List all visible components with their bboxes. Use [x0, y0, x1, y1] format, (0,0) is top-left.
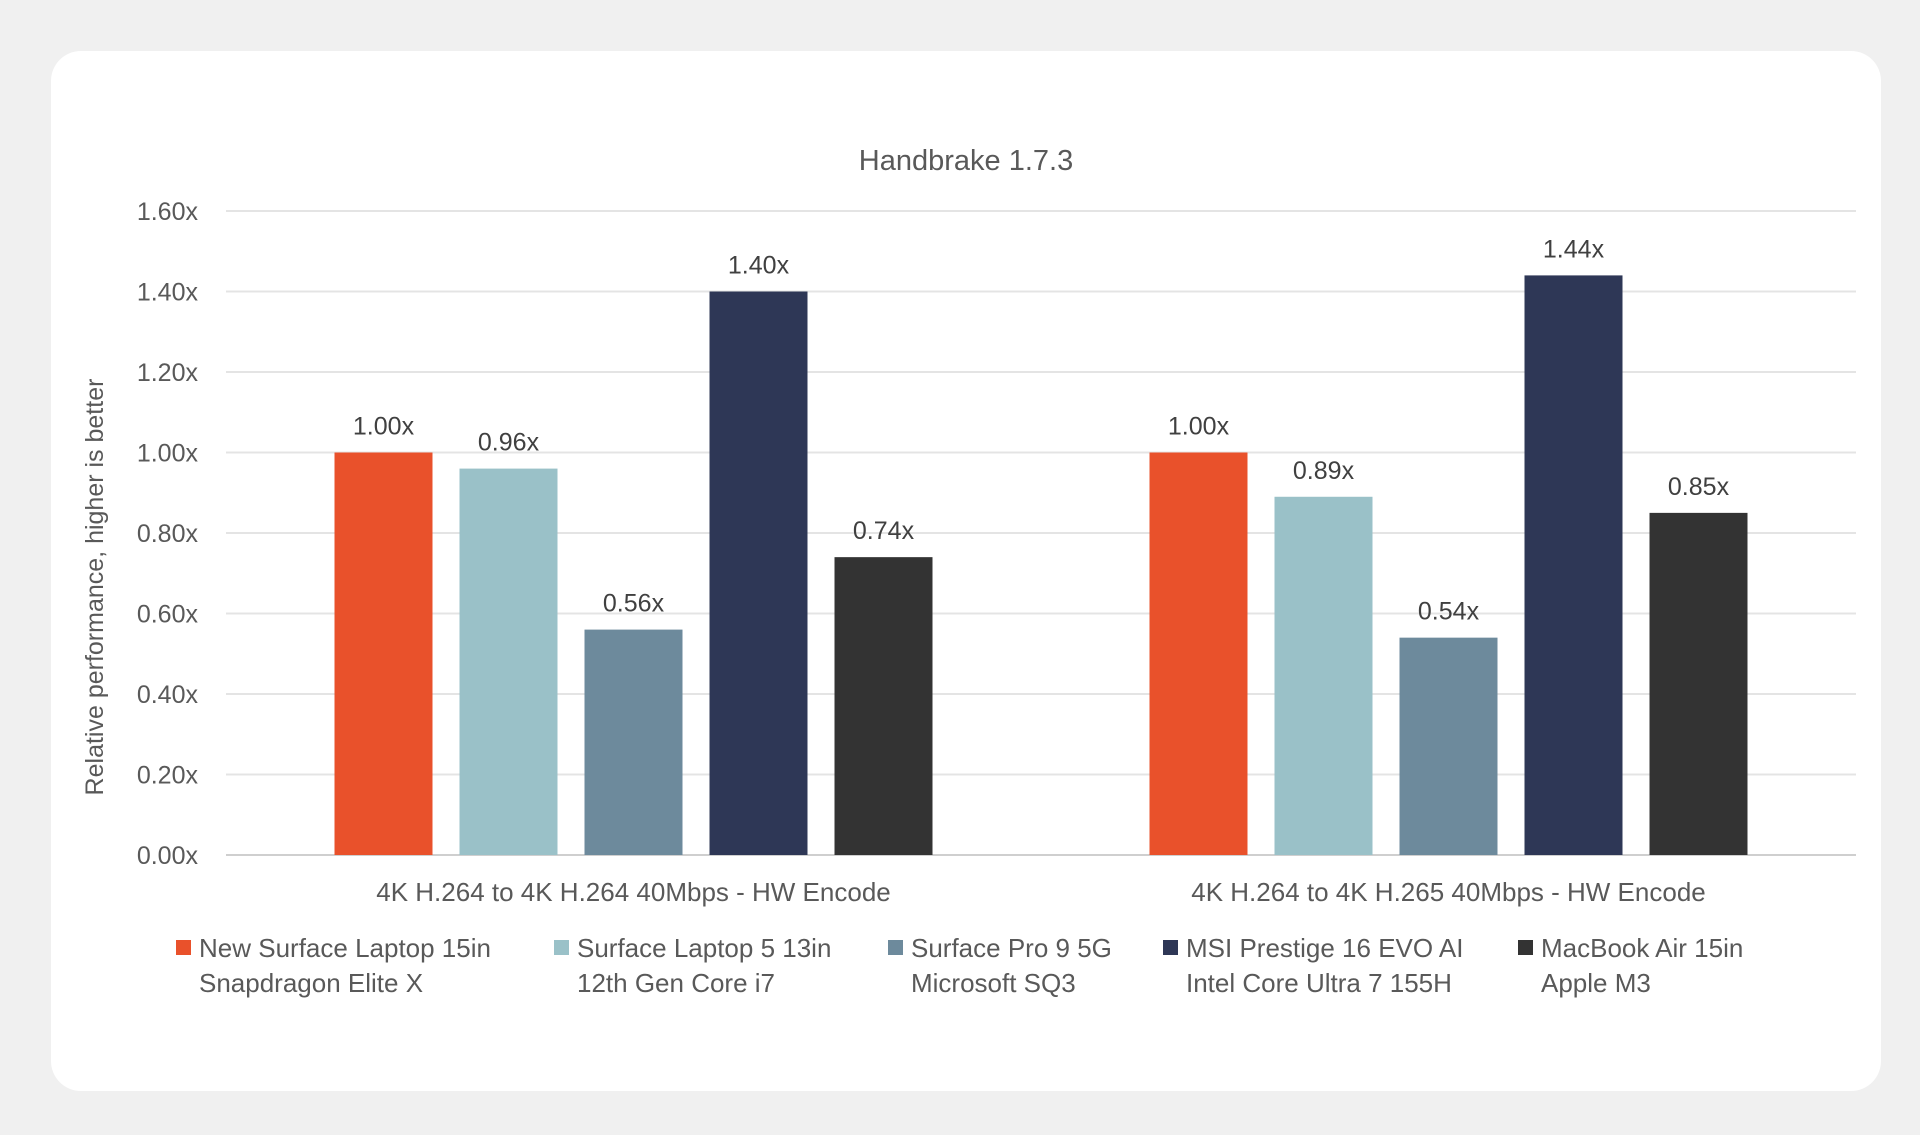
legend-entry-subtitle: 12th Gen Core i7: [577, 968, 775, 998]
legend-swatch: [1518, 940, 1533, 955]
data-label: 0.54x: [1418, 598, 1480, 626]
legend-entry-subtitle: Microsoft SQ3: [911, 968, 1076, 998]
data-label: 1.40x: [728, 252, 790, 280]
data-label: 0.74x: [853, 517, 915, 545]
data-label: 1.00x: [1168, 413, 1230, 441]
category-label: 4K H.264 to 4K H.265 40Mbps - HW Encode: [1191, 877, 1706, 907]
legend-entry: New Surface Laptop 15in: [199, 933, 491, 963]
y-tick-label: 1.60x: [137, 198, 199, 226]
bar: [1649, 512, 1748, 855]
y-tick-label: 0.00x: [137, 842, 199, 870]
legend-swatch: [176, 940, 191, 955]
legend-swatch: [1163, 940, 1178, 955]
data-labels: 1.00x 0.96x 0.56x 1.40x 0.74x 1.00x 0.89x 0.54x…: [353, 235, 1730, 625]
legend-entry: MSI Prestige 16 EVO AI: [1186, 933, 1463, 963]
legend: New Surface Laptop 15in Snapdragon Elite …: [176, 933, 1743, 998]
bar: [584, 629, 683, 855]
legend-entry: Surface Pro 9 5G: [911, 933, 1112, 963]
bar: [709, 291, 808, 855]
bar: [834, 557, 933, 855]
y-axis-label: Relative performance, higher is better: [81, 379, 109, 796]
y-tick-label: 0.80x: [137, 520, 199, 548]
legend-swatch: [888, 940, 903, 955]
y-tick-label: 1.40x: [137, 279, 199, 307]
y-tick-label: 0.20x: [137, 762, 199, 790]
data-label: 1.44x: [1543, 235, 1605, 263]
data-label: 1.00x: [353, 413, 415, 441]
legend-entry-subtitle: Apple M3: [1541, 968, 1651, 998]
chart-title: Handbrake 1.7.3: [859, 145, 1073, 177]
bars: [334, 275, 1748, 855]
bar: [1524, 275, 1623, 855]
legend-entry-subtitle: Intel Core Ultra 7 155H: [1186, 968, 1452, 998]
legend-entry: MacBook Air 15in: [1541, 933, 1743, 963]
bar: [1399, 637, 1498, 855]
bar: [459, 468, 558, 855]
y-tick-label: 0.60x: [137, 601, 199, 629]
y-tick-label: 1.00x: [137, 440, 199, 468]
y-tick-label: 1.20x: [137, 359, 199, 387]
legend-swatch: [554, 940, 569, 955]
data-label: 0.85x: [1668, 473, 1730, 501]
category-labels: 4K H.264 to 4K H.264 40Mbps - HW Encode 4…: [376, 877, 1706, 907]
y-tick-label: 0.40x: [137, 681, 199, 709]
category-label: 4K H.264 to 4K H.264 40Mbps - HW Encode: [376, 877, 891, 907]
y-axis-ticks: 0.00x 0.20x 0.40x 0.60x 0.80x 1.00x 1.20x 1.40x…: [137, 198, 199, 870]
legend-entry-subtitle: Snapdragon Elite X: [199, 968, 423, 998]
bar: [334, 452, 433, 855]
data-label: 0.96x: [478, 429, 540, 457]
data-label: 0.56x: [603, 590, 665, 618]
bar: [1274, 496, 1373, 855]
data-label: 0.89x: [1293, 457, 1355, 485]
legend-entry: Surface Laptop 5 13in: [577, 933, 831, 963]
bar: [1149, 452, 1248, 855]
